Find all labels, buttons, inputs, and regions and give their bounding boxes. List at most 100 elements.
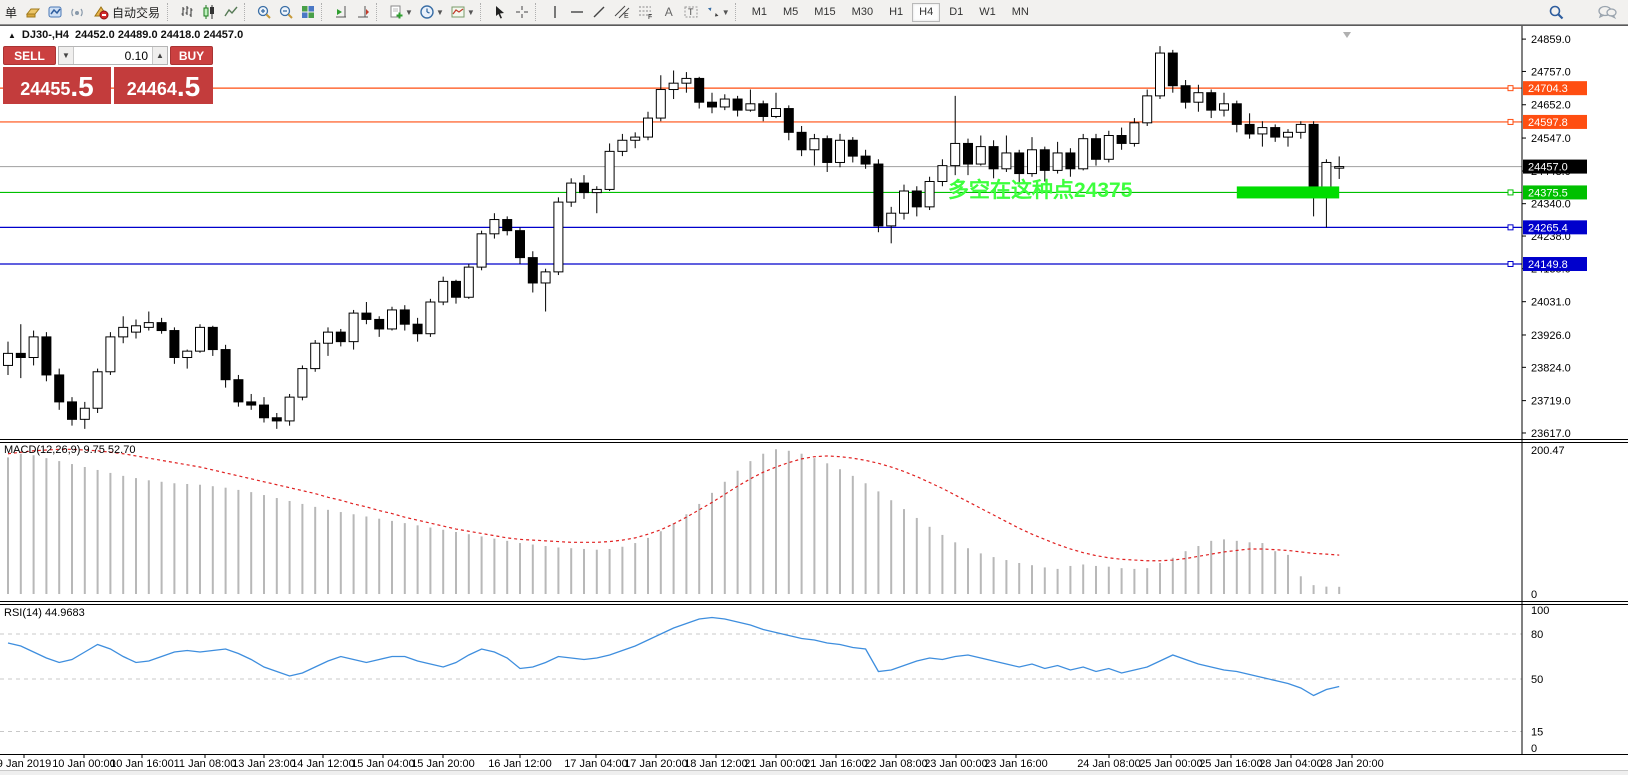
buy-button[interactable]: BUY [170, 46, 213, 65]
candle [399, 305, 410, 331]
timeframe-button-m5[interactable]: M5 [776, 3, 805, 22]
chart-annotation-text[interactable]: 多空在这种点24375 [948, 178, 1133, 202]
timeframe-button-h4[interactable]: H4 [912, 2, 941, 22]
macd-histogram-bar [467, 534, 470, 594]
candle [719, 94, 730, 111]
templates-button[interactable]: ▼ [447, 2, 478, 23]
arrows-icon [705, 4, 721, 20]
trendline-button[interactable] [588, 2, 610, 23]
candle [1231, 100, 1242, 133]
navigator-button[interactable] [44, 2, 66, 23]
bar-chart-button[interactable] [176, 2, 198, 23]
fibonacci-icon: F [637, 4, 655, 20]
trendline-icon [591, 4, 607, 20]
volume-input[interactable]: 0.10 [124, 48, 148, 63]
zoom-in-button[interactable] [253, 2, 275, 23]
zoom-out-button[interactable] [275, 2, 297, 23]
candle [1052, 141, 1063, 174]
volume-decrease-button[interactable]: ▼ [59, 47, 74, 64]
price-axis-label: 23824.0 [1531, 362, 1571, 374]
macd-histogram-bar [967, 548, 969, 594]
candle [438, 276, 449, 306]
candle [207, 325, 218, 356]
timeframe-button-mn[interactable]: MN [1005, 3, 1036, 22]
text-button[interactable]: A [658, 2, 680, 23]
highlight-zone-rectangle[interactable] [1236, 186, 1340, 199]
line-handle[interactable] [1507, 224, 1514, 231]
timeframe-button-w1[interactable]: W1 [972, 3, 1003, 22]
signals-button[interactable] [66, 2, 88, 23]
horizontal-scrollbar[interactable] [0, 770, 1628, 775]
arrows-button[interactable]: ▼ [702, 2, 733, 23]
toolbar-separator [534, 3, 541, 21]
candle [412, 317, 423, 342]
candlestick-chart-button[interactable] [198, 2, 220, 23]
macd-histogram-bar [109, 472, 112, 594]
macd-histogram-bar [544, 546, 547, 594]
line-handle[interactable] [1507, 85, 1514, 92]
new-chart-button[interactable]: ▼ [385, 2, 416, 23]
chevron-down-icon: ▼ [405, 7, 413, 17]
timeframe-button-h1[interactable]: H1 [882, 3, 910, 22]
macd-histogram-bar [1095, 565, 1097, 594]
timeframe-button-m30[interactable]: M30 [845, 3, 880, 22]
tile-windows-icon [300, 4, 316, 20]
collapse-panel-icon[interactable]: ▲ [8, 30, 16, 40]
vertical-line-button[interactable] [544, 2, 566, 23]
volume-increase-button[interactable]: ▲ [152, 47, 167, 64]
svg-text:24704.3: 24704.3 [1528, 83, 1568, 95]
new-order-button[interactable]: 单 [0, 2, 22, 23]
macd-histogram-bar [1261, 543, 1264, 594]
search-button[interactable] [1545, 2, 1568, 23]
macd-histogram-bar [493, 538, 496, 594]
chat-button[interactable] [1594, 2, 1620, 23]
macd-histogram-bar [71, 464, 73, 594]
chart-shift-marker[interactable] [1343, 32, 1351, 38]
macd-histogram-bar [941, 534, 944, 594]
timeframe-button-d1[interactable]: D1 [942, 3, 970, 22]
buy-price-button[interactable]: 24464.5 [114, 67, 213, 104]
fibonacci-button[interactable]: F [634, 2, 658, 23]
candle [822, 135, 833, 172]
candle [783, 105, 794, 141]
sell-price-button[interactable]: 24455.5 [3, 67, 111, 104]
candle [374, 316, 385, 337]
line-handle[interactable] [1507, 261, 1514, 268]
price-line-label: 24375.5 [1523, 185, 1587, 200]
timeframe-button-m15[interactable]: M15 [807, 3, 842, 22]
candle [694, 76, 705, 109]
equidistant-channel-button[interactable]: E [610, 2, 634, 23]
sell-button[interactable]: SELL [3, 46, 56, 65]
tile-windows-button[interactable] [297, 2, 319, 23]
line-handle[interactable] [1507, 189, 1514, 196]
text-label-button[interactable]: T [680, 2, 702, 23]
cursor-button[interactable] [489, 2, 511, 23]
macd-histogram-bar [877, 491, 880, 594]
timeframe-button-m1[interactable]: M1 [745, 3, 774, 22]
candle [566, 178, 577, 207]
rsi-line [7, 616, 1340, 697]
line-handle[interactable] [1507, 118, 1514, 125]
one-click-trading-panel: SELL ▼ 0.10 ▲ BUY 24455.5 24464.5 [3, 46, 213, 104]
candle [425, 298, 436, 337]
chart-canvas: 多空在这种点24375 MACD(12,26,9) 9.75 52.70 RSI(1… [0, 26, 1628, 770]
chart-area[interactable]: 多空在这种点24375 MACD(12,26,9) 9.75 52.70 RSI(1… [0, 25, 1628, 770]
candle [911, 186, 922, 217]
horizontal-line-button[interactable] [566, 2, 588, 23]
periods-button[interactable]: ▼ [416, 2, 447, 23]
candle [1014, 149, 1025, 185]
template-icon [450, 4, 466, 20]
rsi-label: RSI(14) 44.9683 [4, 607, 85, 619]
autotrading-button[interactable]: 自动交易 [88, 2, 165, 23]
crosshair-button[interactable] [511, 2, 533, 23]
price-axis-label: 23719.0 [1531, 396, 1571, 408]
macd-histogram-bar [1197, 546, 1200, 594]
macd-histogram-bar [327, 509, 329, 594]
macd-histogram-bar [519, 543, 521, 594]
macd-histogram-bar [1146, 568, 1149, 594]
auto-scroll-button[interactable] [330, 2, 352, 23]
chart-shift-button[interactable] [352, 2, 374, 23]
macd-histogram-bar [1056, 568, 1059, 594]
line-chart-button[interactable] [220, 2, 242, 23]
market-watch-button[interactable] [22, 2, 44, 23]
